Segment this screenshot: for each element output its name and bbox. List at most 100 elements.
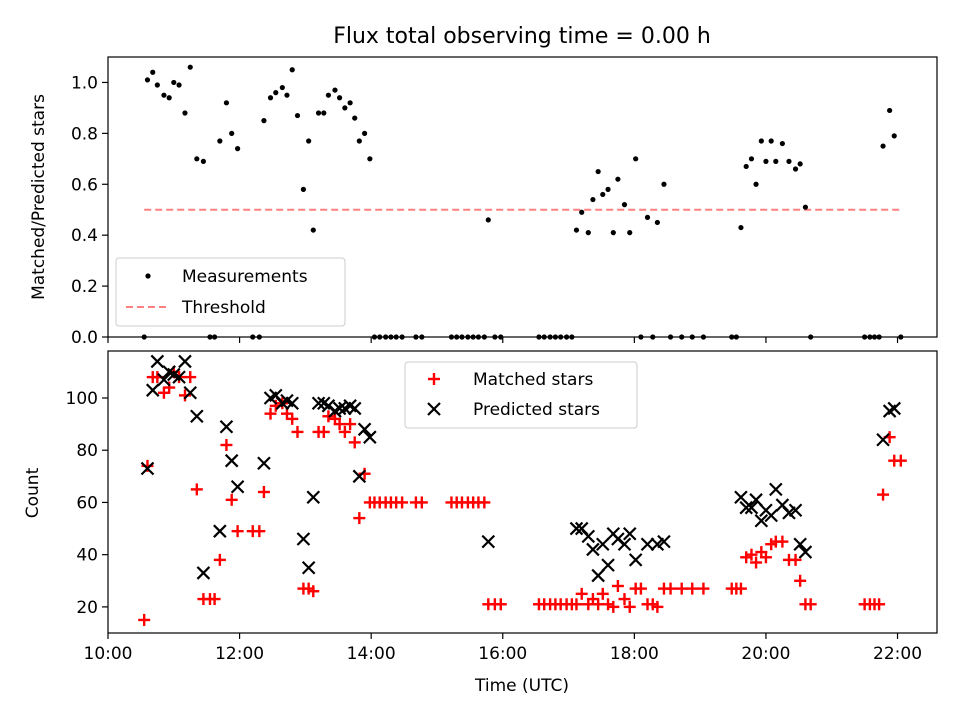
measurement-point xyxy=(300,186,307,192)
measurement-point xyxy=(615,176,621,182)
measurement-point xyxy=(321,110,327,116)
predicted-star-point xyxy=(622,526,637,541)
top-y-tick-label: 1.0 xyxy=(71,73,98,93)
predicted-star-point xyxy=(183,385,198,400)
predicted-star-point xyxy=(601,558,615,572)
measurement-point xyxy=(880,143,886,149)
predicted-star-point xyxy=(224,453,239,468)
x-tick-label: 18:00 xyxy=(610,644,659,664)
predicted-star-point xyxy=(749,493,763,507)
predicted-star-point xyxy=(172,370,186,384)
measurement-point xyxy=(485,217,491,223)
top-legend-box xyxy=(115,257,346,327)
measurement-point xyxy=(144,77,151,83)
measurement-point xyxy=(887,107,893,114)
predicted-star-point xyxy=(581,529,596,544)
measurement-point xyxy=(150,69,156,75)
legend-predicted-label: Predicted stars xyxy=(473,400,600,420)
matched-star-point xyxy=(213,553,226,566)
top-y-tick-label: 0.2 xyxy=(71,277,98,297)
measurement-point xyxy=(273,90,279,96)
predicted-star-point xyxy=(481,534,496,549)
predicted-star-point xyxy=(219,419,234,434)
measurement-point xyxy=(621,202,628,208)
matched-star-point xyxy=(344,418,357,431)
matched-star-point xyxy=(794,574,807,587)
top-legend: Measurements Threshold xyxy=(115,257,346,327)
matched-star-point xyxy=(607,600,620,613)
matched-star-point xyxy=(317,425,330,438)
bottom-y-tick-label: 60 xyxy=(76,493,98,513)
bottom-legend: Matched stars Predicted stars xyxy=(404,361,638,429)
predicted-star-point xyxy=(357,422,372,437)
predicted-star-point xyxy=(798,545,813,559)
measurement-point xyxy=(585,230,591,236)
matched-star-point xyxy=(286,412,299,425)
measurement-point xyxy=(797,161,803,167)
measurement-point xyxy=(284,92,290,98)
matched-star-point xyxy=(338,425,351,438)
measurement-point xyxy=(633,156,639,162)
matched-star-point xyxy=(611,580,624,592)
matched-star-point xyxy=(740,551,753,564)
matched-star-point xyxy=(734,582,747,595)
matched-star-point xyxy=(307,585,320,598)
measurement-point xyxy=(605,186,611,192)
measurement-point xyxy=(352,115,358,121)
measurement-point xyxy=(802,204,809,210)
predicted-star-point xyxy=(230,479,245,494)
top-y-tick-label: 0.4 xyxy=(71,226,98,246)
matched-star-point xyxy=(257,486,270,498)
measurement-point xyxy=(223,100,230,106)
measurement-point xyxy=(294,112,301,119)
matched-star-point xyxy=(494,598,507,611)
matched-star-point xyxy=(575,587,588,600)
measurement-point xyxy=(627,230,633,236)
legend-matched-label: Matched stars xyxy=(473,370,593,390)
predicted-star-point xyxy=(764,508,778,523)
predicted-star-point xyxy=(190,409,204,424)
matched-star-point xyxy=(804,598,817,611)
predicted-star-point xyxy=(363,430,377,444)
bottom-axes-frame xyxy=(107,350,938,634)
matched-star-point xyxy=(291,425,304,438)
legend-measurements-label: Measurements xyxy=(182,267,308,287)
matched-star-point xyxy=(634,582,647,595)
top-y-tick-label: 0.6 xyxy=(71,175,98,195)
predicted-star-point xyxy=(306,490,321,505)
predicted-star-point xyxy=(769,482,783,497)
measurement-point xyxy=(267,95,274,101)
matched-star-point xyxy=(225,493,238,506)
matched-star-point xyxy=(745,548,758,561)
measurement-point xyxy=(579,209,585,215)
matched-star-point xyxy=(873,598,886,611)
figure-title: Flux total observing time = 0.00 h xyxy=(333,24,711,49)
matched-star-point xyxy=(570,598,583,611)
predicted-star-point xyxy=(617,537,632,552)
bottom-y-ticks: 20 40 60 80 100 xyxy=(66,389,108,618)
bottom-y-tick-label: 20 xyxy=(76,598,98,618)
predicted-star-point xyxy=(213,524,227,538)
measurement-point xyxy=(891,133,897,139)
measurement-point xyxy=(217,138,223,144)
measurement-point xyxy=(161,92,167,98)
x-tick-label: 20:00 xyxy=(741,644,790,664)
predicted-star-point xyxy=(332,401,347,416)
matched-star-point xyxy=(253,525,266,538)
predicted-star-point xyxy=(296,532,311,546)
matched-star-point xyxy=(686,582,699,595)
top-y-axis-label: Matched/Predicted stars xyxy=(29,94,49,300)
predicted-star-point xyxy=(788,503,803,518)
predicted-star-point xyxy=(301,560,316,575)
measurement-point xyxy=(792,166,799,172)
predicted-star-point xyxy=(595,537,610,552)
predicted-star-point xyxy=(744,500,759,515)
measurement-point xyxy=(325,92,332,98)
top-y-tick-label: 0.8 xyxy=(71,124,98,144)
measurement-point xyxy=(600,191,606,198)
measurement-point xyxy=(166,95,172,101)
measurement-point xyxy=(763,158,769,164)
measurement-point xyxy=(332,87,338,93)
predicted-star-point xyxy=(640,537,655,552)
legend-measurements-marker xyxy=(145,273,151,279)
